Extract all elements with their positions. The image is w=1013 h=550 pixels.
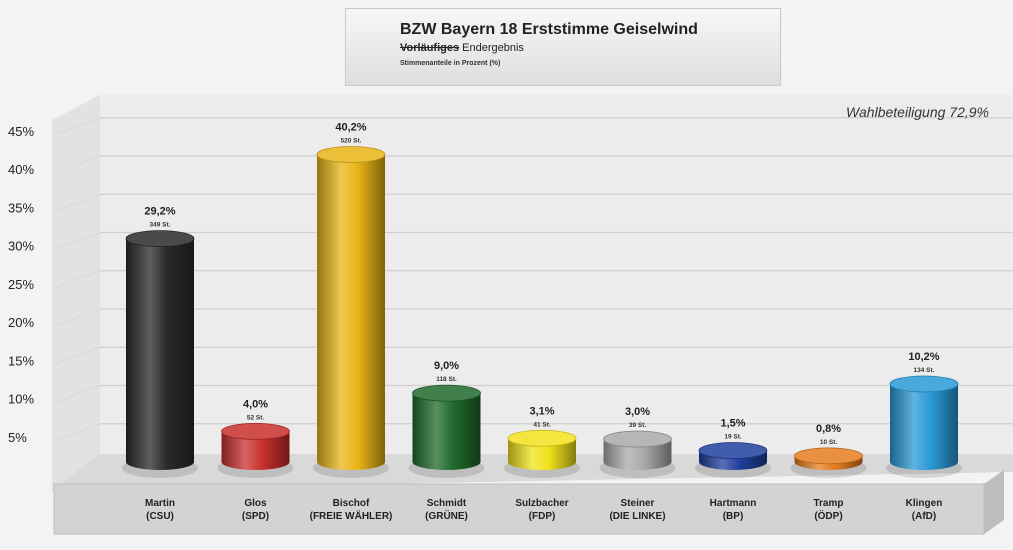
bar-bottom [126,454,194,470]
category-party-label: (FDP) [529,511,556,522]
bar-top [698,442,768,459]
bar-count-label: 349 St. [150,222,171,229]
gridline-side [51,117,101,137]
bar-top [794,447,863,465]
bar-count-label: 134 St. [914,367,935,374]
y-tick-label: 10% [8,392,34,407]
bar-bottom [890,454,958,470]
bar-bischof [313,146,389,478]
unit-note: Stimmenanteile in Prozent (%) [400,60,501,67]
y-tick-label: 30% [8,239,34,254]
category-party-label: (CSU) [146,511,174,522]
plate-side [984,470,1004,534]
bar-bottom [221,454,290,470]
bar-steiner [599,430,676,478]
bar-count-label: 41 St. [533,421,551,428]
gridline-side [51,193,101,213]
bar-count-label: 52 St. [247,414,265,421]
bar-value-label: 3,0% [625,406,650,418]
category-party-label: (BP) [723,511,744,522]
y-tick-label: 35% [8,200,34,215]
gridline-side [51,270,101,290]
bar-body [890,383,958,462]
category-label: Schmidt [427,498,467,509]
category-label: Klingen [906,498,943,509]
bar-count-label: 39 St. [629,422,647,429]
category-label: Martin [145,498,175,509]
bar-martin [122,230,198,478]
category-label: Hartmann [710,498,757,509]
gridline-side [51,232,101,251]
gridline-side [51,346,101,366]
y-tick-label: 20% [8,315,34,330]
category-label: Tramp [813,498,843,509]
category-party-label: (FREIE WÄHLER) [310,509,393,522]
category-plate [53,483,985,535]
bar-bottom [508,454,576,470]
bar-bottom [603,454,672,470]
category-label: Glos [244,498,267,509]
bar-body [412,393,481,462]
status-label: Endergebnis [462,42,524,54]
bar-top [125,230,195,248]
category-party-label: (GRÜNE) [425,509,468,522]
bar-count-label: 10 St. [820,439,838,446]
category-party-label: (DIE LINKE) [609,511,665,522]
bar-value-label: 1,5% [720,418,745,430]
bar-body [317,154,385,462]
bar-value-label: 3,1% [529,405,554,417]
bar-value-label: 4,0% [243,398,268,410]
category-party-label: (SPD) [242,511,269,522]
bar-bottom [699,454,767,470]
status-struck: Vorläufiges [400,42,460,54]
bar-sulzbacher [504,429,580,478]
gridline-side [51,423,101,443]
y-tick-label: 25% [8,277,34,292]
bar-top [889,375,959,393]
bar-hartmann [695,442,771,478]
title-box: BZW Bayern 18 Erststimme Geiselwind Vorl… [345,8,781,86]
bar-tramp [790,447,867,478]
category-party-label: (ÖDP) [814,509,842,522]
gridline-side [51,155,101,175]
bar-top [412,384,481,402]
bar-count-label: 19 St. [724,434,742,441]
category-label: Steiner [621,498,655,509]
turnout-label: Wahlbeteiligung 72,9% [846,104,989,120]
bar-bottom [317,454,385,470]
y-tick-label: 5% [8,430,27,445]
bar-top [603,430,672,448]
bar-bottom [412,454,481,470]
bar-glos [217,422,294,478]
bar-top [316,146,386,163]
bar-schmidt [408,384,485,478]
chart-floor [52,454,1013,490]
category-party-label: (AfD) [912,511,936,522]
chart-side-wall [52,95,100,492]
bar-value-label: 10,2% [908,351,939,363]
bar-count-label: 118 St. [436,376,457,383]
bar-value-label: 29,2% [144,206,175,218]
gridline-side [51,308,101,328]
bar-klingen [886,375,962,478]
bar-body [126,238,194,462]
category-label: Bischof [333,498,370,509]
y-tick-label: 40% [8,162,34,177]
bar-count-label: 520 St. [341,137,362,144]
bar-value-label: 0,8% [816,423,841,435]
bar-top [507,429,577,447]
chart-title: BZW Bayern 18 Erststimme Geiselwind [400,21,698,38]
category-label: Sulzbacher [515,498,568,509]
bar-top [221,422,290,440]
gridline-side [51,385,101,404]
y-tick-label: 15% [8,353,34,368]
bar-value-label: 40,2% [335,121,366,133]
y-tick-label: 45% [8,124,34,139]
bar-value-label: 9,0% [434,360,459,372]
chart-back-wall [100,95,1013,472]
result-status: Vorläufiges Endergebnis [400,42,524,54]
